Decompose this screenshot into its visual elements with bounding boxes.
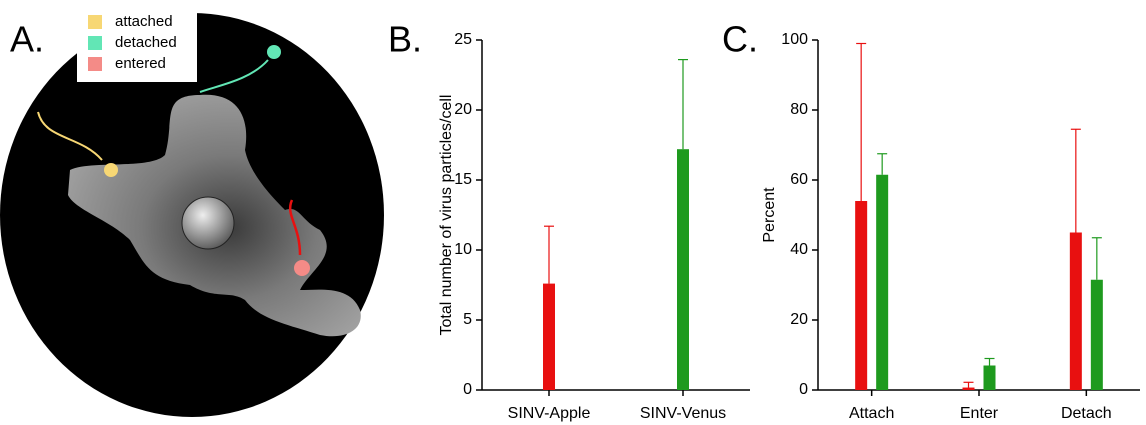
bar [876,174,889,390]
y-tick-label: 10 [454,241,472,258]
arrow [288,199,302,256]
arrow [37,111,103,161]
virus [267,45,281,59]
illustration: A. [0,10,384,417]
y-tick-label: 60 [790,171,808,188]
legend-label: entered [115,55,166,72]
legend-label: detached [115,34,177,51]
bar [1069,232,1082,390]
x-tick-label: Attach [849,405,894,422]
y-tick-label: 0 [463,381,472,398]
y-tick-label: 20 [790,311,808,328]
panel-label: A. [10,19,44,60]
x-tick-label: SINV-Venus [640,405,726,422]
panel-label: B. [388,19,422,60]
y-tick-label: 100 [781,31,808,48]
y-tick-label: 15 [454,171,472,188]
x-tick-label: Detach [1061,405,1112,422]
legend-label: attached [115,13,173,30]
virus [294,260,310,276]
y-axis-label: Percent [761,187,778,243]
legend-swatch [88,57,102,71]
bar [962,387,975,390]
bar [543,283,555,390]
bar [983,365,996,390]
x-tick-label: Enter [960,405,999,422]
legend-swatch [88,15,102,29]
y-tick-label: 0 [799,381,808,398]
y-tick-label: 40 [790,241,808,258]
y-tick-label: 25 [454,31,472,48]
arrow [199,59,269,93]
x-tick-label: SINV-Apple [508,405,591,422]
y-axis-label: Total number of virus particles/cell [438,95,455,336]
y-tick-label: 80 [790,101,808,118]
panel-label: C. [722,19,758,60]
bar [1090,279,1103,390]
bar [855,201,868,390]
nucleus [181,196,235,250]
y-tick-label: 20 [454,101,472,118]
y-tick-label: 5 [463,311,472,328]
legend-swatch [88,36,102,50]
bar [677,149,689,390]
virus [104,163,118,177]
